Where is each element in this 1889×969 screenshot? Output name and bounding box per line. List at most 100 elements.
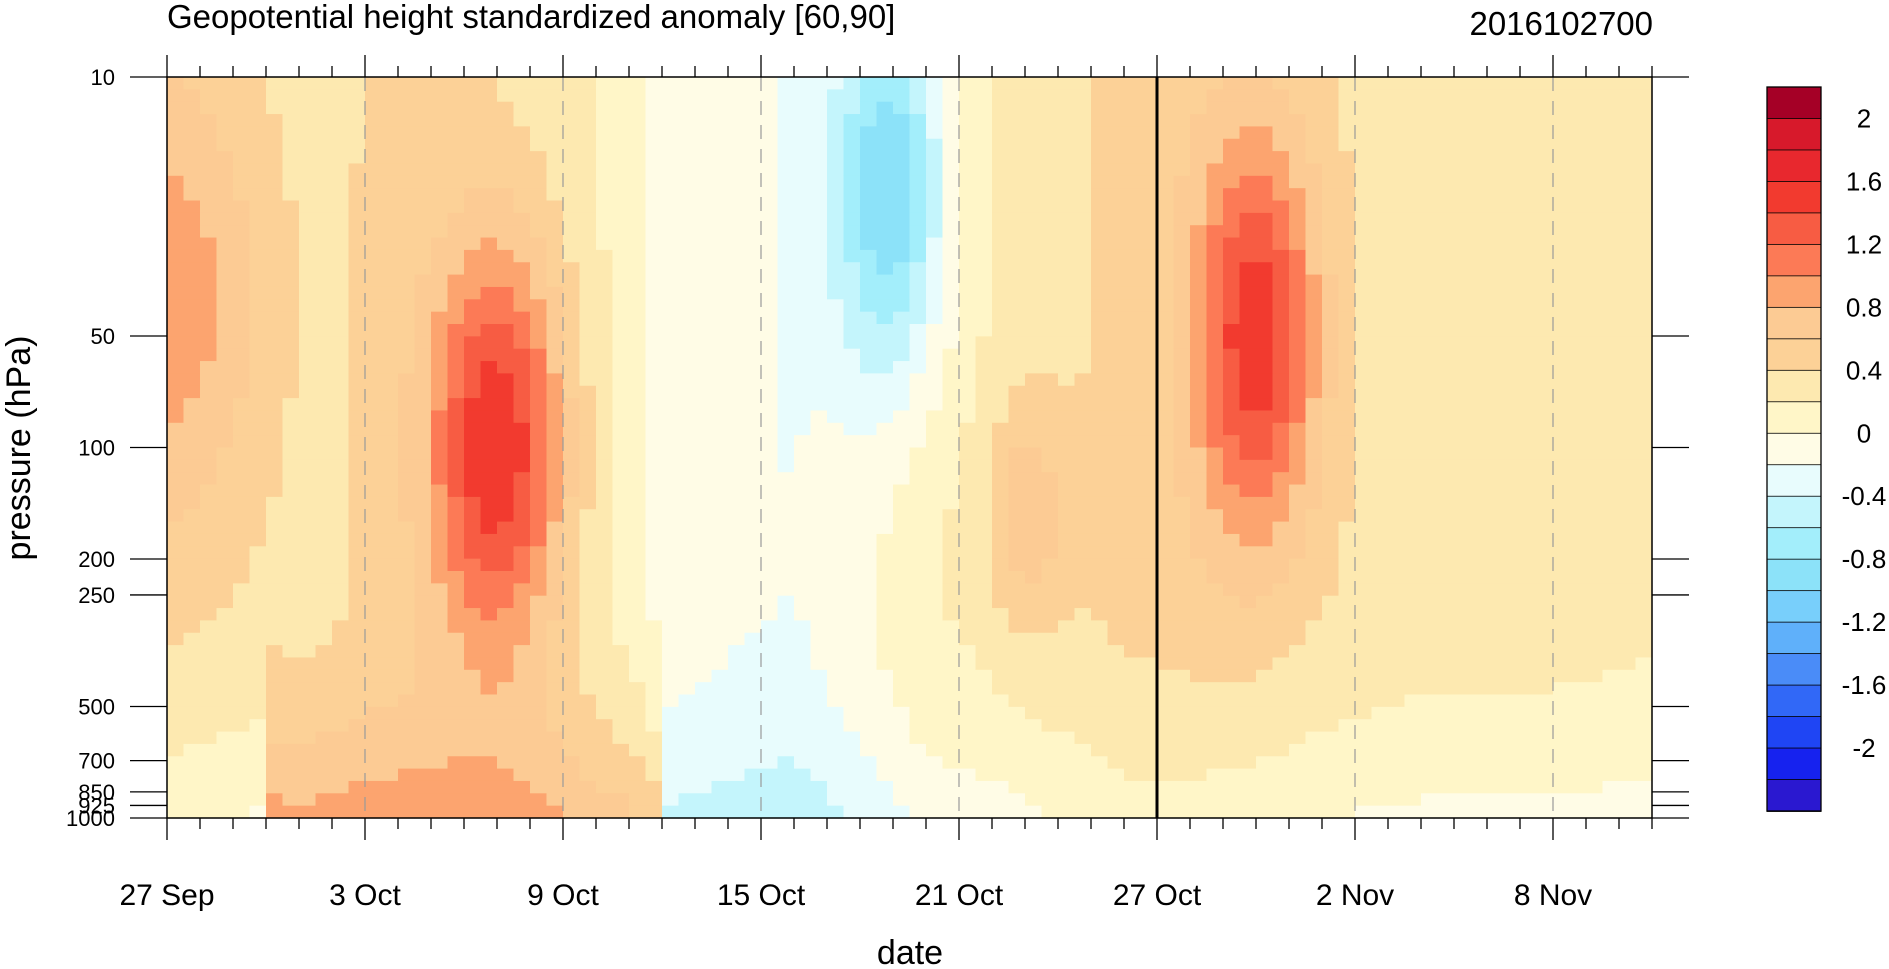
field-cell — [860, 336, 878, 350]
field-cell — [1256, 249, 1274, 263]
field-cell — [959, 669, 977, 683]
field-cell — [1008, 348, 1026, 362]
field-cell — [266, 361, 284, 374]
field-cell — [695, 225, 713, 239]
field-cell — [1091, 77, 1109, 90]
field-cell — [447, 398, 465, 412]
field-cell — [1437, 200, 1455, 214]
field-cell — [1322, 114, 1340, 127]
field-cell — [216, 151, 234, 165]
field-cell — [365, 101, 383, 115]
field-cell — [827, 212, 845, 226]
field-cell — [1305, 151, 1323, 165]
field-cell — [926, 225, 944, 239]
field-cell — [1421, 361, 1439, 374]
field-cell — [744, 274, 762, 288]
field-cell — [447, 114, 465, 127]
field-cell — [909, 324, 927, 337]
field-cell — [1487, 435, 1505, 449]
field-cell — [959, 114, 977, 127]
field-cell — [1520, 509, 1538, 523]
field-cell — [167, 657, 185, 671]
field-cell — [563, 237, 581, 251]
field-cell — [711, 151, 729, 165]
field-cell — [1206, 472, 1224, 486]
field-cell — [1008, 114, 1026, 127]
field-cell — [1289, 756, 1307, 770]
field-cell — [1487, 422, 1505, 436]
field-cell — [711, 126, 729, 140]
field-cell — [447, 225, 465, 239]
field-cell — [975, 533, 993, 547]
field-cell — [1157, 657, 1175, 671]
field-cell — [1437, 805, 1455, 819]
field-cell — [1074, 756, 1092, 770]
field-cell — [530, 324, 548, 337]
field-cell — [216, 212, 234, 226]
field-cell — [662, 805, 680, 819]
field-cell — [942, 188, 960, 202]
field-cell — [1371, 805, 1389, 819]
field-cell — [1520, 459, 1538, 473]
field-cell — [1404, 521, 1422, 535]
field-cell — [414, 546, 432, 560]
field-cell — [1322, 163, 1340, 177]
field-cell — [942, 743, 960, 757]
field-cell — [645, 719, 663, 733]
field-cell — [827, 237, 845, 251]
field-cell — [414, 422, 432, 436]
field-cell — [1305, 521, 1323, 535]
field-cell — [1454, 77, 1472, 90]
field-cell — [1124, 521, 1142, 535]
field-cell — [200, 620, 218, 634]
field-cell — [365, 669, 383, 683]
field-cell — [843, 138, 861, 152]
field-cell — [843, 274, 861, 288]
field-cell — [530, 558, 548, 572]
field-cell — [414, 459, 432, 473]
field-cell — [1338, 620, 1356, 634]
field-cell — [860, 361, 878, 374]
field-cell — [1404, 756, 1422, 770]
field-cell — [1239, 101, 1257, 115]
field-cell — [876, 299, 894, 313]
field-cell — [1091, 249, 1109, 263]
field-cell — [1256, 509, 1274, 523]
field-cell — [365, 793, 383, 807]
field-cell — [1190, 546, 1208, 560]
field-cell — [530, 212, 548, 226]
field-cell — [596, 669, 614, 683]
field-cell — [909, 509, 927, 523]
field-cell — [1107, 472, 1125, 486]
field-cell — [530, 459, 548, 473]
field-cell — [794, 151, 812, 165]
field-cell — [315, 422, 333, 436]
field-cell — [744, 768, 762, 782]
field-cell — [777, 706, 795, 720]
field-cell — [860, 706, 878, 720]
field-cell — [843, 583, 861, 597]
field-cell — [1454, 262, 1472, 276]
field-cell — [1520, 373, 1538, 387]
field-cell — [728, 484, 746, 498]
field-cell — [1338, 719, 1356, 733]
field-cell — [563, 657, 581, 671]
field-cell — [530, 101, 548, 115]
field-cell — [398, 509, 416, 523]
field-cell — [480, 768, 498, 782]
field-cell — [942, 546, 960, 560]
field-cell — [843, 496, 861, 510]
field-cell — [1371, 620, 1389, 634]
field-cell — [1371, 274, 1389, 288]
field-cell — [1074, 571, 1092, 584]
field-cell — [794, 286, 812, 300]
field-cell — [1388, 706, 1406, 720]
field-cell — [1140, 657, 1158, 671]
field-cell — [1305, 286, 1323, 300]
field-cell — [860, 657, 878, 671]
field-cell — [1206, 780, 1224, 794]
field-cell — [1074, 459, 1092, 473]
field-cell — [1520, 138, 1538, 152]
field-cell — [1421, 608, 1439, 621]
field-cell — [315, 77, 333, 90]
